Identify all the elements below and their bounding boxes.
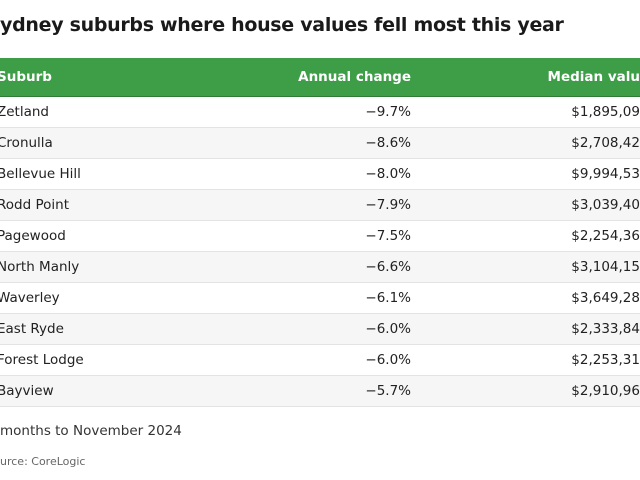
table-cell: $3,039,40 bbox=[571, 197, 640, 213]
table-row: East Ryde −6.0% $2,333,84 bbox=[0, 314, 640, 345]
table-cell: −6.6% bbox=[365, 259, 411, 275]
table-row: Forest Lodge −6.0% $2,253,31 bbox=[0, 345, 640, 376]
table-cell: Rodd Point bbox=[0, 197, 69, 213]
header-cell: Median valu bbox=[547, 69, 640, 85]
table-cell: −7.5% bbox=[365, 228, 411, 244]
table-cell: $3,649,28 bbox=[571, 290, 640, 306]
table-cell: −6.0% bbox=[365, 321, 411, 337]
table-row: Bellevue Hill −8.0% $9,994,53 bbox=[0, 159, 640, 190]
table-row: Bayview −5.7% $2,910,96 bbox=[0, 376, 640, 407]
table-cell: −8.0% bbox=[365, 166, 411, 182]
table-cell: Bellevue Hill bbox=[0, 166, 81, 182]
table: Suburb Annual change Median valu Zetland −9.… bbox=[0, 58, 640, 407]
table-cell: East Ryde bbox=[0, 321, 64, 337]
table-cell: Forest Lodge bbox=[0, 352, 84, 368]
table-cell: $9,994,53 bbox=[571, 166, 640, 182]
source: urce: CoreLogic bbox=[0, 455, 86, 468]
table-row: Waverley −6.1% $3,649,28 bbox=[0, 283, 640, 314]
table-cell: Pagewood bbox=[0, 228, 66, 244]
header-cell: Annual change bbox=[298, 69, 411, 85]
footnote: months to November 2024 bbox=[0, 423, 182, 439]
table-cell: $2,253,31 bbox=[571, 352, 640, 368]
table-cell: $2,333,84 bbox=[571, 321, 640, 337]
table-cell: −9.7% bbox=[365, 104, 411, 120]
table-cell: $2,910,96 bbox=[571, 383, 640, 399]
table-cell: −6.1% bbox=[365, 290, 411, 306]
table-cell: −8.6% bbox=[365, 135, 411, 151]
header-cell: Suburb bbox=[0, 69, 52, 85]
table-cell: −6.0% bbox=[365, 352, 411, 368]
table-cell: Zetland bbox=[0, 104, 49, 120]
header-row: Suburb Annual change Median valu bbox=[0, 58, 640, 97]
table-cell: Bayview bbox=[0, 383, 54, 399]
table-cell: $2,254,36 bbox=[571, 228, 640, 244]
table-row: Cronulla −8.6% $2,708,42 bbox=[0, 128, 640, 159]
table-cell: −7.9% bbox=[365, 197, 411, 213]
table-cell: North Manly bbox=[0, 259, 80, 275]
table-cell: Cronulla bbox=[0, 135, 53, 151]
table-cell: −5.7% bbox=[365, 383, 411, 399]
table-row: North Manly −6.6% $3,104,15 bbox=[0, 252, 640, 283]
table-row: Pagewood −7.5% $2,254,36 bbox=[0, 221, 640, 252]
table-row: Rodd Point −7.9% $3,039,40 bbox=[0, 190, 640, 221]
table-cell: $1,895,09 bbox=[571, 104, 640, 120]
table-cell: $3,104,15 bbox=[571, 259, 640, 275]
table-title: ydney suburbs where house values fell mo… bbox=[0, 14, 564, 36]
table-row: Zetland −9.7% $1,895,09 bbox=[0, 97, 640, 128]
table-cell: $2,708,42 bbox=[571, 135, 640, 151]
table-cell: Waverley bbox=[0, 290, 60, 306]
